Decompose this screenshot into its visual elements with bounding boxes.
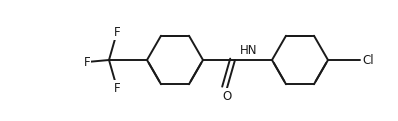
Text: O: O: [222, 90, 232, 102]
Text: Cl: Cl: [362, 53, 374, 67]
Text: F: F: [114, 82, 120, 95]
Text: HN: HN: [240, 44, 257, 57]
Text: F: F: [114, 26, 120, 38]
Text: F: F: [84, 56, 90, 68]
